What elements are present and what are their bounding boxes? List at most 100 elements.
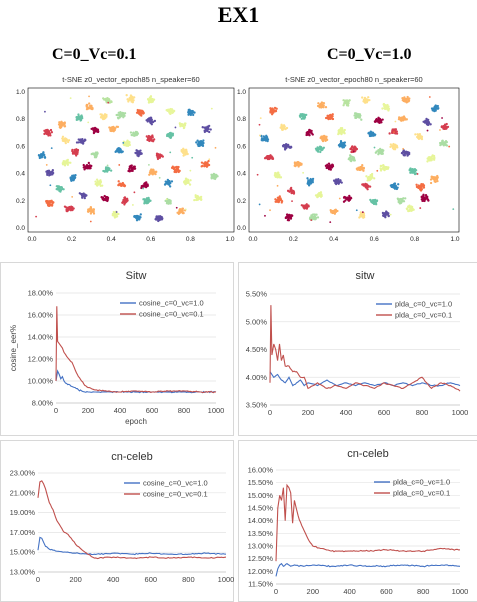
chart-title: cn-celeb — [111, 451, 153, 463]
cluster-point — [340, 129, 343, 133]
cluster-point — [385, 105, 389, 109]
cluster-point — [184, 148, 187, 152]
cluster-point — [446, 125, 450, 129]
y-tick-label: 15.00% — [248, 491, 274, 500]
cluster-point — [276, 196, 280, 199]
cluster-point — [184, 208, 187, 211]
cluster-point — [318, 148, 321, 151]
cluster-point — [123, 198, 126, 201]
cluster-point — [171, 111, 174, 114]
cluster-point — [277, 172, 280, 175]
cluster-point — [206, 161, 209, 164]
cluster-point — [87, 161, 90, 165]
cluster-point — [269, 107, 272, 110]
cluster-point — [276, 184, 279, 187]
cluster-point — [295, 162, 298, 166]
cluster-point — [433, 177, 436, 181]
cluster-point — [139, 216, 142, 219]
cluster-point — [196, 139, 199, 142]
cluster-point — [278, 195, 281, 198]
cluster-point — [274, 200, 278, 203]
y-tick-label: 3.50% — [246, 401, 268, 410]
cluster-point — [407, 206, 410, 209]
legend-label: cosine_c=0_vc=0.1 — [139, 310, 204, 319]
cluster-point — [343, 101, 346, 104]
cluster-point — [419, 207, 422, 209]
cluster-point — [422, 193, 425, 196]
cluster-point — [169, 131, 172, 135]
y-tick-label: 12.00% — [28, 355, 54, 364]
cluster-point — [52, 201, 55, 204]
cluster-point — [62, 188, 65, 191]
cluster-point — [149, 169, 152, 172]
cluster-point — [151, 169, 155, 173]
x-tick-label: 200 — [307, 587, 320, 596]
cluster-point — [82, 163, 85, 167]
cluster-point — [153, 138, 156, 141]
cluster-point — [169, 151, 172, 154]
cluster-point — [44, 110, 46, 113]
cluster-point — [310, 129, 313, 133]
cluster-point — [139, 213, 142, 216]
cluster-point — [188, 108, 191, 111]
cluster-point — [112, 125, 115, 129]
y-tick-label: 0.0 — [16, 225, 25, 232]
x-tick-label: 0.8 — [410, 236, 419, 243]
cluster-point — [125, 144, 128, 147]
cluster-point — [267, 157, 270, 161]
cluster-point — [347, 158, 350, 161]
chart-0: t-SNE z0_vector_epoch85 n_speaker=600.0 0… — [16, 75, 235, 243]
x-tick-label: 400 — [114, 406, 127, 415]
x-tick-label: 600 — [378, 408, 391, 417]
cluster-point — [405, 152, 409, 155]
cluster-point — [256, 173, 259, 176]
cluster-point — [97, 181, 101, 184]
cluster-point — [65, 209, 68, 213]
cluster-point — [369, 198, 372, 202]
y-tick-label: 14.00% — [248, 516, 274, 525]
cluster-point — [406, 208, 409, 211]
cluster-point — [104, 99, 108, 102]
cluster-point — [393, 182, 396, 185]
cluster-point — [349, 157, 353, 160]
cluster-point — [169, 136, 172, 139]
cluster-point — [152, 120, 155, 123]
legend-label: plda_c=0_vc=1.0 — [393, 478, 450, 487]
cluster-point — [387, 214, 390, 217]
cluster-point — [331, 113, 334, 116]
cluster-point — [210, 107, 213, 110]
cluster-point — [123, 112, 127, 115]
cluster-point — [452, 208, 455, 211]
cluster-point — [194, 194, 197, 197]
y-tick-label: 14.00% — [28, 333, 54, 342]
cluster-point — [79, 119, 82, 122]
cluster-point — [139, 149, 142, 152]
cluster-point — [86, 103, 89, 107]
cluster-point — [208, 158, 211, 161]
cluster-point — [354, 116, 357, 120]
cluster-point — [303, 204, 306, 207]
y-tick-label: 10.00% — [28, 377, 54, 386]
cluster-point — [182, 147, 185, 150]
cluster-point — [423, 199, 426, 203]
x-tick-label: 1000 — [452, 408, 469, 417]
cluster-point — [148, 163, 150, 166]
x-tick-label: 200 — [82, 406, 95, 415]
cluster-point — [302, 171, 305, 174]
cluster-point — [391, 128, 394, 131]
cluster-point — [59, 126, 62, 130]
y-tick-label: 4.50% — [246, 345, 268, 354]
cluster-point — [59, 124, 62, 128]
cluster-point — [107, 167, 111, 171]
panel-sitw-cosine — [0, 262, 234, 436]
cluster-point — [216, 175, 219, 178]
y-tick-label: 0.6 — [16, 143, 25, 150]
cluster-point — [367, 175, 371, 179]
cluster-point — [258, 203, 261, 206]
cluster-point — [293, 164, 296, 167]
cluster-point — [118, 164, 121, 166]
cluster-point — [395, 132, 399, 135]
cluster-point — [352, 150, 355, 153]
cluster-point — [174, 170, 178, 174]
legend-label: plda_c=0_vc=0.1 — [393, 489, 450, 498]
